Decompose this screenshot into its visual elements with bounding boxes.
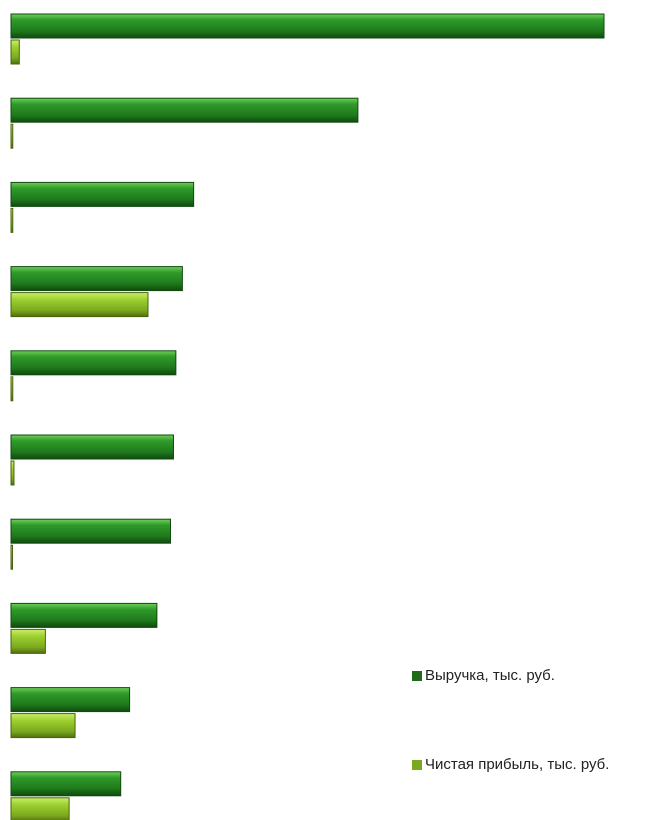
- profit-swatch: [412, 759, 422, 770]
- revenue-bar-4: [10, 266, 183, 292]
- profit-bar-4: [10, 292, 149, 318]
- revenue-swatch: [412, 670, 422, 681]
- revenue-bar-3: [10, 181, 195, 207]
- profit-bar-8: [10, 628, 46, 654]
- profit-bar-7: [10, 544, 13, 570]
- revenue-bar-6: [10, 434, 174, 460]
- revenue-bar-7: [10, 518, 172, 544]
- profit-bar-10: [10, 797, 70, 820]
- legend-item-profit: Чистая прибыль, тыс. руб.: [412, 756, 609, 773]
- legend-profit-label: Чистая прибыль, тыс. руб.: [425, 756, 610, 773]
- profit-bar-2: [10, 123, 14, 149]
- legend-item-revenue: Выручка, тыс. руб.: [412, 667, 555, 684]
- revenue-bar-8: [10, 602, 158, 628]
- profit-bar-1: [10, 39, 20, 65]
- profit-bar-6: [10, 460, 15, 486]
- revenue-bar-1: [10, 13, 605, 39]
- revenue-bar-5: [10, 350, 177, 376]
- revenue-bar-10: [10, 771, 122, 797]
- revenue-bar-2: [10, 97, 359, 123]
- legend-revenue-label: Выручка, тыс. руб.: [425, 667, 555, 684]
- profit-bar-9: [10, 713, 76, 739]
- profit-bar-3: [10, 207, 14, 233]
- revenue-bar-9: [10, 687, 131, 713]
- bars-group: [10, 13, 605, 820]
- profit-bar-5: [10, 376, 14, 402]
